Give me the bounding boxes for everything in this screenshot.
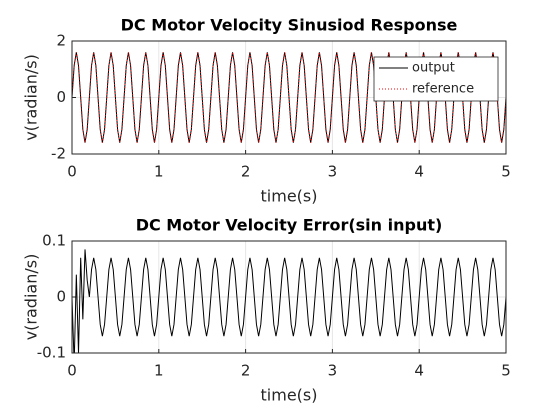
- series-group: [72, 52, 506, 143]
- y-tick-label: 2: [56, 32, 66, 50]
- chart-title: DC Motor Velocity Sinusiod Response: [121, 16, 458, 35]
- x-tick-label: 5: [501, 362, 511, 380]
- series-line: [72, 249, 506, 353]
- chart-title: DC Motor Velocity Error(sin input): [136, 216, 443, 235]
- y-tick-label: -2: [51, 145, 66, 163]
- y-axis-label: v(radian/s): [22, 254, 41, 341]
- x-tick-label: 5: [501, 163, 511, 181]
- x-tick-label: 4: [414, 163, 424, 181]
- y-tick-label: 0.1: [42, 232, 66, 250]
- x-tick-label: 0: [67, 362, 77, 380]
- x-tick-label: 4: [414, 362, 424, 380]
- series-group: [72, 249, 506, 353]
- x-tick-label: 1: [154, 163, 164, 181]
- x-tick-label: 1: [154, 362, 164, 380]
- legend-label: output: [412, 61, 455, 76]
- x-tick-label: 0: [67, 163, 77, 181]
- axes-box: [71, 40, 507, 155]
- legend-box: [373, 56, 499, 102]
- x-tick-label: 3: [328, 362, 338, 380]
- x-tick-label: 2: [241, 362, 251, 380]
- axes-box: [71, 240, 507, 354]
- legend-label: reference: [412, 82, 474, 97]
- y-tick-label: -0.1: [37, 344, 66, 362]
- x-tick-label: 3: [328, 163, 338, 181]
- series-line: [72, 52, 506, 143]
- y-axis-label: v(radian/s): [22, 54, 41, 141]
- x-tick-label: 2: [241, 163, 251, 181]
- y-tick-label: 0: [56, 88, 66, 106]
- x-axis-label: time(s): [261, 386, 318, 405]
- y-tick-label: 0: [56, 288, 66, 306]
- x-axis-label: time(s): [261, 187, 318, 206]
